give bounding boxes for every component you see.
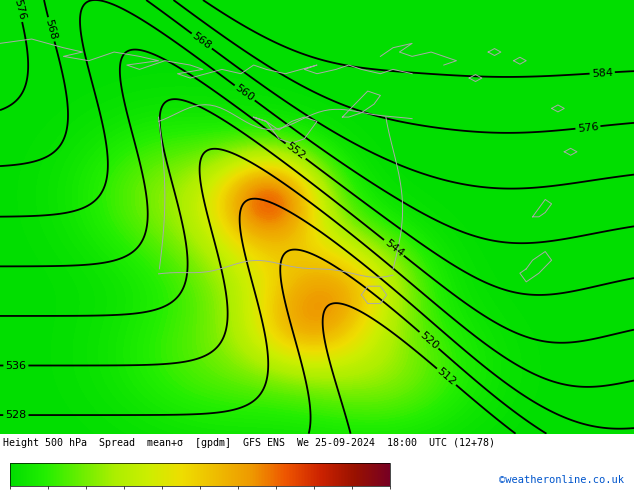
Text: 536: 536: [6, 361, 27, 370]
Text: 568: 568: [190, 31, 213, 51]
Text: 512: 512: [435, 366, 458, 388]
Text: 576: 576: [577, 122, 599, 133]
Text: 528: 528: [5, 410, 27, 420]
Text: 560: 560: [233, 83, 256, 103]
Text: Height 500 hPa  Spread  mean+σ  [gpdm]  GFS ENS  We 25-09-2024  18:00  UTC (12+7: Height 500 hPa Spread mean+σ [gpdm] GFS …: [3, 438, 495, 448]
Text: 576: 576: [12, 0, 27, 21]
Text: 568: 568: [44, 18, 59, 41]
Text: 520: 520: [418, 330, 440, 351]
Text: 584: 584: [592, 67, 613, 78]
Text: 552: 552: [284, 141, 307, 161]
Text: 544: 544: [382, 237, 405, 258]
Text: ©weatheronline.co.uk: ©weatheronline.co.uk: [500, 475, 624, 486]
